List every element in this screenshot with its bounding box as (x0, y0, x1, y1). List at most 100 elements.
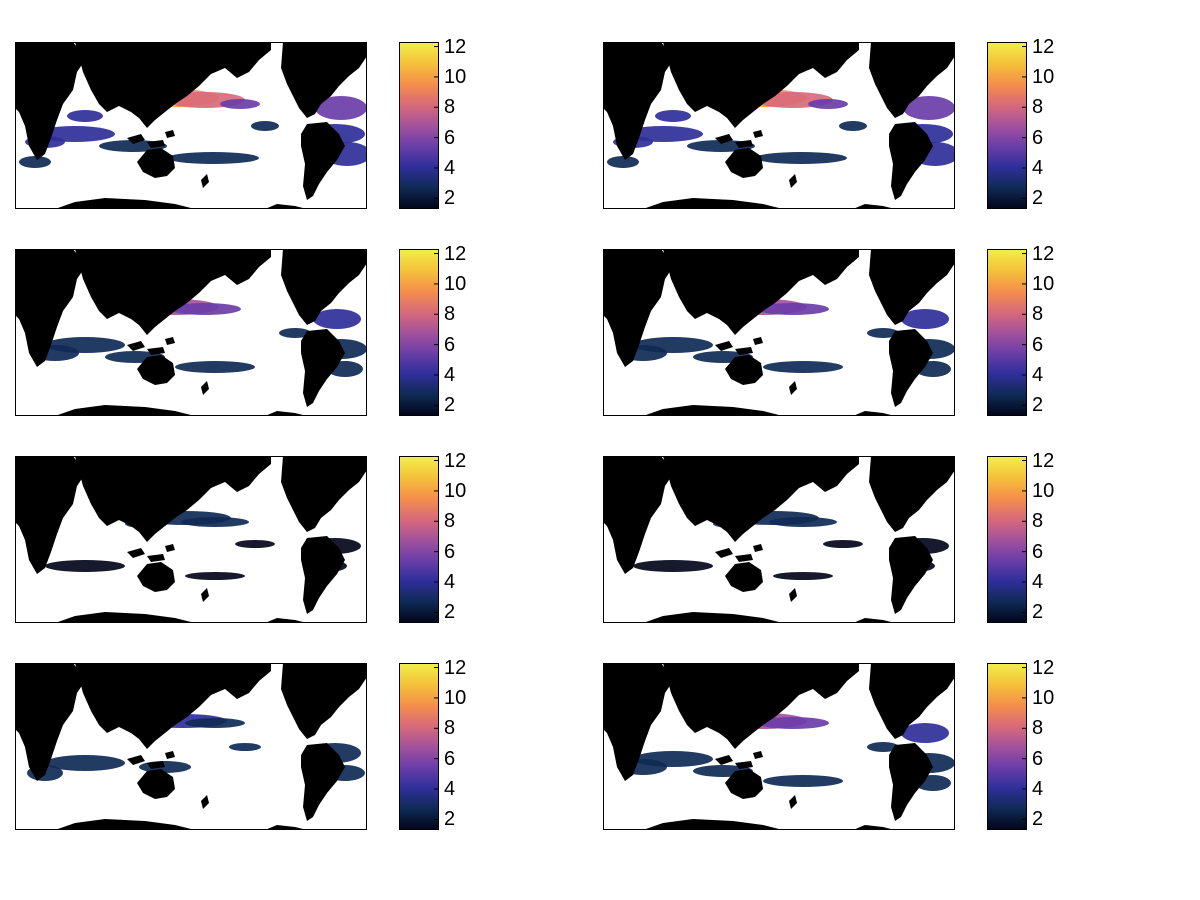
colorbar-tick-label: 2 (444, 394, 456, 417)
land-mask (603, 249, 673, 367)
colorbar-tick-label: 10 (1032, 686, 1055, 709)
land-mask (889, 329, 933, 407)
colorbar-tick-label: 8 (1032, 510, 1044, 533)
colorbar-gradient (399, 456, 439, 623)
land-mask (753, 337, 763, 345)
colorbar-tick-label: 12 (1032, 35, 1055, 58)
data-field-patch (167, 152, 259, 164)
land-mask (853, 411, 895, 416)
colorbar-tick-label: 12 (444, 449, 467, 472)
map-svg-panel-5 (15, 456, 367, 623)
land-mask (715, 341, 733, 351)
map-panel-6 (603, 456, 955, 623)
map-frame (15, 663, 367, 830)
colorbar-tick-label: 2 (444, 601, 456, 624)
land-mask (165, 544, 175, 552)
data-field-patch (169, 303, 241, 315)
map-frame (603, 456, 955, 623)
land-mask (281, 456, 367, 532)
land-mask (55, 819, 195, 830)
land-mask (185, 76, 195, 92)
map-panel-2 (603, 42, 955, 209)
land-mask (753, 751, 763, 759)
data-field-patch (901, 723, 949, 743)
colorbar-tick-label: 6 (444, 540, 456, 563)
colorbar-tick-label: 4 (1032, 157, 1044, 179)
land-mask (889, 536, 933, 614)
land-mask (663, 456, 859, 542)
map-frame (603, 663, 955, 830)
data-field-patch (67, 110, 103, 122)
data-field-patch (19, 156, 51, 168)
data-field-patch (175, 361, 255, 373)
map-svg-panel-6 (603, 456, 955, 623)
data-field-patch (867, 742, 899, 752)
data-field-patch (903, 96, 955, 120)
land-mask (127, 341, 145, 351)
colorbar-tick-label: 12 (444, 656, 467, 679)
data-field-patch (185, 572, 245, 580)
colorbar-tick-label: 8 (444, 96, 456, 119)
data-field-patch (763, 361, 843, 373)
land-mask (301, 743, 345, 821)
land-mask (789, 588, 797, 602)
land-mask (789, 174, 797, 188)
colorbar-tick-label: 4 (444, 364, 456, 386)
colorbar-panel-2 (987, 42, 1027, 214)
data-field-patch (279, 328, 311, 338)
land-mask (281, 249, 367, 325)
land-mask (137, 562, 175, 592)
colorbar-gradient (987, 249, 1027, 416)
colorbar-tick-label: 4 (444, 778, 456, 800)
map-frame (15, 42, 367, 209)
land-mask (603, 42, 673, 160)
land-mask (15, 663, 85, 781)
land-mask (715, 548, 733, 558)
colorbar-panel-4 (987, 249, 1027, 421)
land-mask (933, 663, 955, 673)
land-mask (127, 548, 145, 558)
colorbar-tick-label: 4 (1032, 571, 1044, 593)
data-field-patch (181, 517, 249, 527)
land-mask (265, 411, 307, 416)
land-mask (281, 42, 367, 118)
land-mask (663, 249, 859, 335)
land-mask (663, 663, 859, 749)
data-field-patch (313, 309, 361, 329)
land-mask (603, 663, 673, 781)
land-mask (643, 198, 783, 209)
map-panel-5 (15, 456, 367, 623)
data-field-patch (769, 517, 837, 527)
data-field-patch (867, 328, 899, 338)
land-mask (127, 134, 145, 144)
land-mask (933, 249, 955, 259)
land-mask (147, 347, 165, 355)
land-mask (75, 663, 271, 749)
colorbar-tick-label: 8 (1032, 717, 1044, 740)
land-mask (201, 381, 209, 395)
colorbar-tick-label: 2 (444, 187, 456, 210)
land-mask (345, 249, 367, 259)
land-mask (265, 825, 307, 830)
data-field-patch (763, 775, 843, 787)
land-mask (15, 42, 85, 160)
land-mask (869, 456, 955, 532)
map-frame (15, 456, 367, 623)
land-mask (147, 761, 165, 769)
land-mask (643, 405, 783, 416)
data-field-patch (607, 156, 639, 168)
colorbar-gradient (399, 663, 439, 830)
land-mask (735, 761, 753, 769)
map-svg-panel-2 (603, 42, 955, 209)
colorbar-tick-label: 12 (444, 35, 467, 58)
data-field-patch (839, 121, 867, 131)
land-mask (281, 663, 367, 739)
colorbar-tick-label: 10 (444, 686, 467, 709)
land-mask (773, 697, 783, 713)
colorbar-gradient (399, 249, 439, 416)
colorbar-tick-label: 10 (444, 272, 467, 295)
land-mask (185, 697, 195, 713)
land-mask (735, 140, 753, 148)
data-field-patch (45, 755, 125, 771)
data-field-patch (901, 309, 949, 329)
